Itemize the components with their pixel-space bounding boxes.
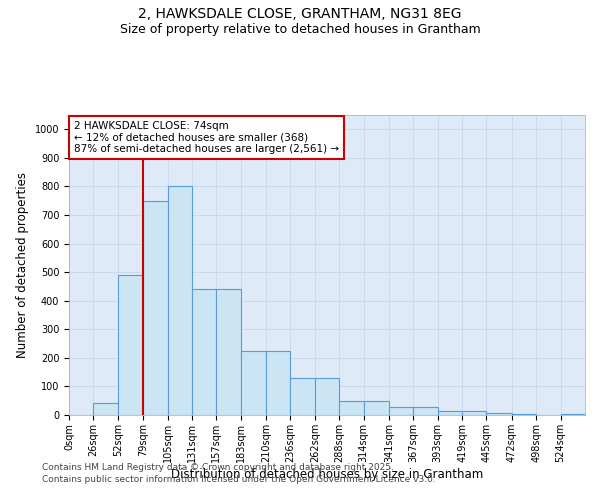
Bar [413,407,438,415]
Text: Contains HM Land Registry data © Crown copyright and database right 2025.: Contains HM Land Registry data © Crown c… [42,464,394,472]
Bar [339,400,364,415]
Bar [167,186,192,415]
Bar [438,410,462,415]
Bar [192,290,216,415]
Bar [389,407,413,415]
Bar [118,275,143,415]
Bar [560,414,585,415]
Bar [512,414,536,415]
Text: 2, HAWKSDALE CLOSE, GRANTHAM, NG31 8EG: 2, HAWKSDALE CLOSE, GRANTHAM, NG31 8EG [138,8,462,22]
Bar [315,378,339,415]
Text: Size of property relative to detached houses in Grantham: Size of property relative to detached ho… [119,22,481,36]
Bar [266,350,290,415]
Bar [241,350,266,415]
Bar [216,290,241,415]
Bar [94,403,118,415]
Bar [143,200,167,415]
Bar [290,378,315,415]
Bar [487,412,512,415]
Text: Contains public sector information licensed under the Open Government Licence v3: Contains public sector information licen… [42,475,436,484]
Bar [462,410,487,415]
Text: 2 HAWKSDALE CLOSE: 74sqm
← 12% of detached houses are smaller (368)
87% of semi-: 2 HAWKSDALE CLOSE: 74sqm ← 12% of detach… [74,121,339,154]
Bar [364,400,389,415]
Y-axis label: Number of detached properties: Number of detached properties [16,172,29,358]
X-axis label: Distribution of detached houses by size in Grantham: Distribution of detached houses by size … [171,468,483,480]
